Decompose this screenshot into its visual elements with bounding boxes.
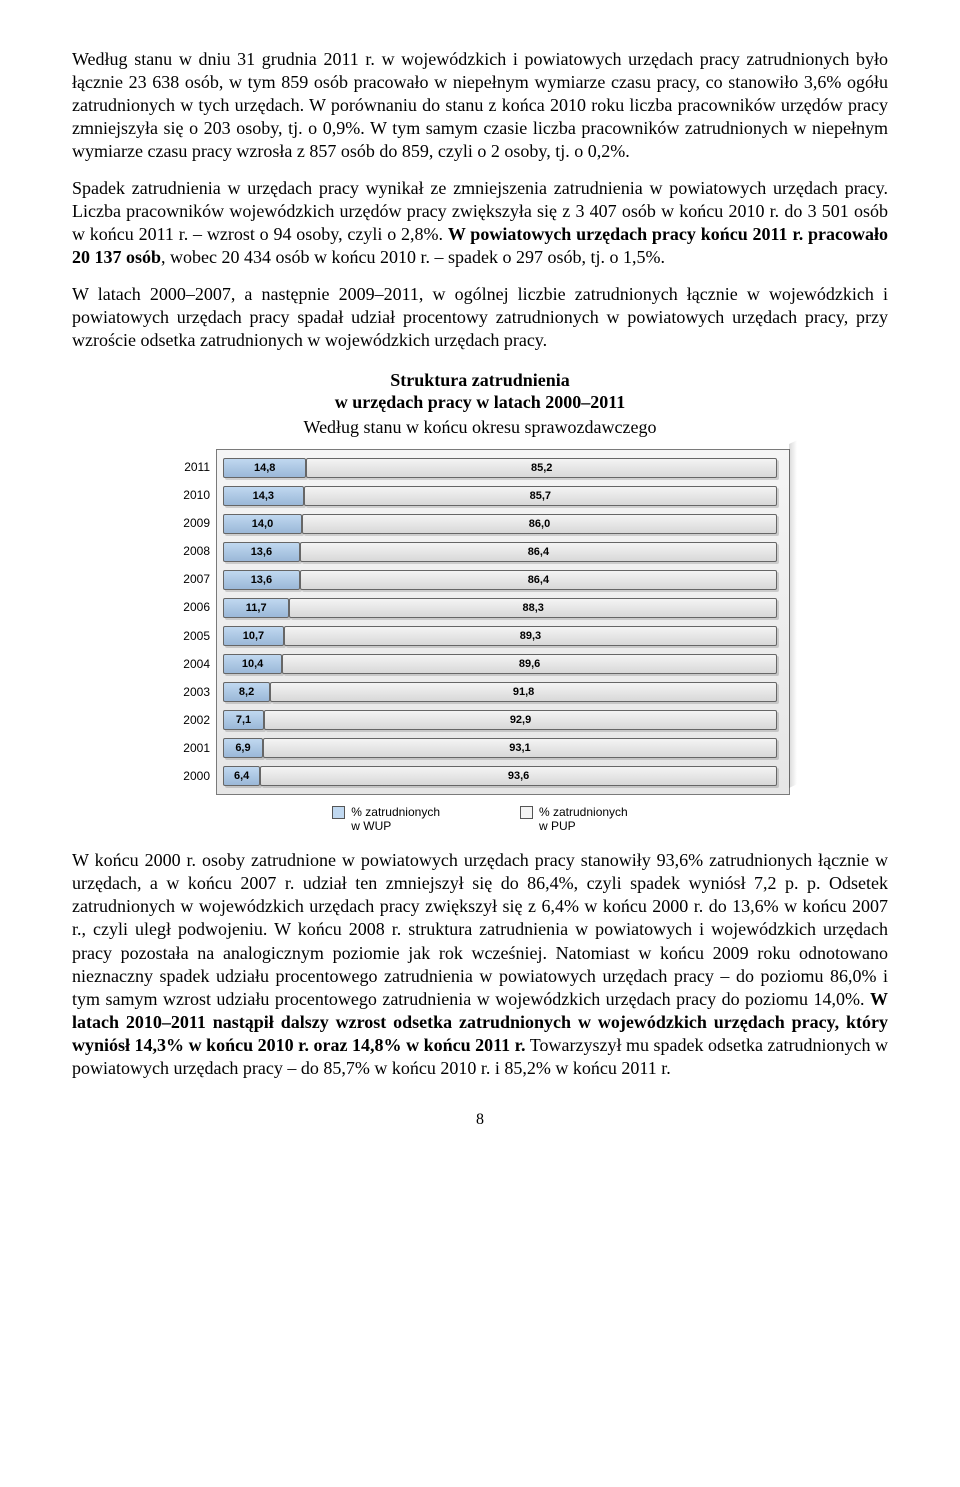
bar-wup: 14,8 xyxy=(223,458,306,478)
paragraph-4: W końcu 2000 r. osoby zatrudnione w powi… xyxy=(72,849,888,1079)
bar-wup: 10,7 xyxy=(223,626,284,646)
chart-year-label: 2006 xyxy=(170,595,210,619)
chart-year-label: 2010 xyxy=(170,483,210,507)
chart-row: 10,789,3 xyxy=(223,624,777,648)
bar-wup: 13,6 xyxy=(223,570,300,590)
chart-row: 14,086,0 xyxy=(223,512,777,536)
chart-title: Struktura zatrudnienia w urzędach pracy … xyxy=(72,370,888,413)
chart-legend: % zatrudnionychw WUP % zatrudnionychw PU… xyxy=(170,805,790,834)
chart-year-label: 2003 xyxy=(170,680,210,704)
bar-wup: 6,4 xyxy=(223,766,260,786)
bar-pup: 89,3 xyxy=(284,626,777,646)
bar-wup: 13,6 xyxy=(223,542,300,562)
paragraph-3: W latach 2000–2007, a następnie 2009–201… xyxy=(72,283,888,352)
bar-pup: 85,2 xyxy=(306,458,777,478)
p4-run1: W końcu 2000 r. osoby zatrudnione w powi… xyxy=(72,850,888,1008)
bar-wup: 10,4 xyxy=(223,654,282,674)
page-number: 8 xyxy=(72,1110,888,1130)
chart-row: 6,493,6 xyxy=(223,764,777,788)
legend-label-pup: % zatrudnionychw PUP xyxy=(539,805,628,834)
chart-row: 10,489,6 xyxy=(223,652,777,676)
bar-pup: 91,8 xyxy=(270,682,777,702)
chart-y-axis: 2011 2010 2009 2008 2007 2006 2005 2004 2003 2002… xyxy=(170,449,216,795)
chart-year-label: 2001 xyxy=(170,736,210,760)
bar-pup: 93,1 xyxy=(263,738,777,758)
chart-row: 14,885,2 xyxy=(223,456,777,480)
chart-row: 6,993,1 xyxy=(223,736,777,760)
bar-pup: 85,7 xyxy=(304,486,777,506)
paragraph-1: Według stanu w dniu 31 grudnia 2011 r. w… xyxy=(72,48,888,163)
legend-swatch-pup xyxy=(520,806,533,819)
chart-year-label: 2000 xyxy=(170,764,210,788)
bar-wup: 7,1 xyxy=(223,710,264,730)
chart: 2011 2010 2009 2008 2007 2006 2005 2004 2003 2002… xyxy=(170,449,790,834)
bar-pup: 89,6 xyxy=(282,654,777,674)
legend-wup: % zatrudnionychw WUP xyxy=(332,805,440,834)
chart-row: 7,192,9 xyxy=(223,708,777,732)
legend-label-wup: % zatrudnionychw WUP xyxy=(351,805,440,834)
chart-title-line1: Struktura zatrudnienia xyxy=(390,370,570,390)
chart-year-label: 2002 xyxy=(170,708,210,732)
chart-row: 14,385,7 xyxy=(223,484,777,508)
chart-year-label: 2005 xyxy=(170,624,210,648)
bar-wup: 6,9 xyxy=(223,738,263,758)
bar-pup: 86,4 xyxy=(300,542,777,562)
bar-wup: 14,3 xyxy=(223,486,304,506)
chart-year-label: 2004 xyxy=(170,652,210,676)
p2-run3: , wobec 20 434 osób w końcu 2010 r. – sp… xyxy=(161,247,665,267)
chart-year-label: 2008 xyxy=(170,539,210,563)
chart-year-label: 2011 xyxy=(170,455,210,479)
chart-year-label: 2009 xyxy=(170,511,210,535)
chart-row: 11,788,3 xyxy=(223,596,777,620)
paragraph-2: Spadek zatrudnienia w urzędach pracy wyn… xyxy=(72,177,888,269)
p2-insert: – wzrost o 94 osoby, czyli o 2,8%. xyxy=(188,224,448,244)
legend-swatch-wup xyxy=(332,806,345,819)
chart-row: 13,686,4 xyxy=(223,568,777,592)
bar-pup: 86,0 xyxy=(302,514,777,534)
bar-pup: 92,9 xyxy=(264,710,777,730)
chart-year-label: 2007 xyxy=(170,567,210,591)
chart-subtitle: Według stanu w końcu okresu sprawozdawcz… xyxy=(72,416,888,439)
bar-wup: 11,7 xyxy=(223,598,289,618)
bar-pup: 93,6 xyxy=(260,766,777,786)
chart-title-line2: w urzędach pracy w latach 2000–2011 xyxy=(335,392,625,412)
chart-row: 13,686,4 xyxy=(223,540,777,564)
chart-row: 8,291,8 xyxy=(223,680,777,704)
bar-wup: 14,0 xyxy=(223,514,302,534)
bar-wup: 8,2 xyxy=(223,682,270,702)
bar-pup: 86,4 xyxy=(300,570,777,590)
chart-plot-area: 14,885,214,385,714,086,013,686,413,686,4… xyxy=(216,449,790,795)
legend-pup: % zatrudnionychw PUP xyxy=(520,805,628,834)
bar-pup: 88,3 xyxy=(289,598,777,618)
